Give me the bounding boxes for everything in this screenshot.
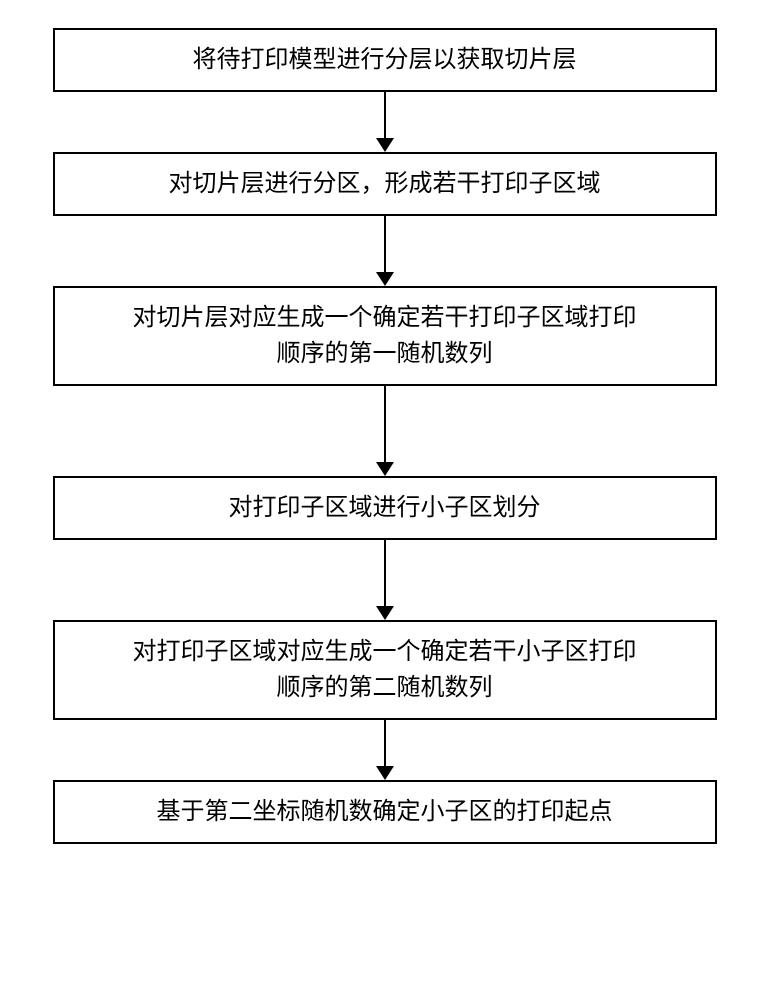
flowchart-box-4-text: 对打印子区域进行小子区划分 bbox=[229, 490, 541, 526]
flowchart-box-2-text: 对切片层进行分区，形成若干打印子区域 bbox=[169, 166, 601, 202]
flowchart-arrow-1 bbox=[376, 92, 394, 152]
flowchart-box-1: 将待打印模型进行分层以获取切片层 bbox=[53, 28, 717, 92]
flowchart-box-5-text: 对打印子区域对应生成一个确定若干小子区打印顺序的第二随机数列 bbox=[133, 634, 637, 706]
flowchart-arrow-5 bbox=[376, 720, 394, 780]
arrow-head-icon bbox=[376, 462, 394, 476]
flowchart-box-5: 对打印子区域对应生成一个确定若干小子区打印顺序的第二随机数列 bbox=[53, 620, 717, 720]
flowchart-container: 将待打印模型进行分层以获取切片层 对切片层进行分区，形成若干打印子区域 对切片层… bbox=[53, 28, 717, 844]
flowchart-box-6: 基于第二坐标随机数确定小子区的打印起点 bbox=[53, 780, 717, 844]
arrow-head-icon bbox=[376, 766, 394, 780]
arrow-line bbox=[384, 216, 386, 272]
flowchart-box-6-text: 基于第二坐标随机数确定小子区的打印起点 bbox=[157, 794, 613, 830]
arrow-head-icon bbox=[376, 138, 394, 152]
arrow-line bbox=[384, 386, 386, 462]
arrow-line bbox=[384, 720, 386, 766]
flowchart-box-3: 对切片层对应生成一个确定若干打印子区域打印顺序的第一随机数列 bbox=[53, 286, 717, 386]
arrow-head-icon bbox=[376, 272, 394, 286]
flowchart-box-4: 对打印子区域进行小子区划分 bbox=[53, 476, 717, 540]
flowchart-box-1-text: 将待打印模型进行分层以获取切片层 bbox=[193, 42, 577, 78]
flowchart-box-2: 对切片层进行分区，形成若干打印子区域 bbox=[53, 152, 717, 216]
arrow-head-icon bbox=[376, 606, 394, 620]
flowchart-arrow-2 bbox=[376, 216, 394, 286]
flowchart-arrow-3 bbox=[376, 386, 394, 476]
flowchart-box-3-text: 对切片层对应生成一个确定若干打印子区域打印顺序的第一随机数列 bbox=[133, 300, 637, 372]
flowchart-arrow-4 bbox=[376, 540, 394, 620]
arrow-line bbox=[384, 92, 386, 138]
arrow-line bbox=[384, 540, 386, 606]
